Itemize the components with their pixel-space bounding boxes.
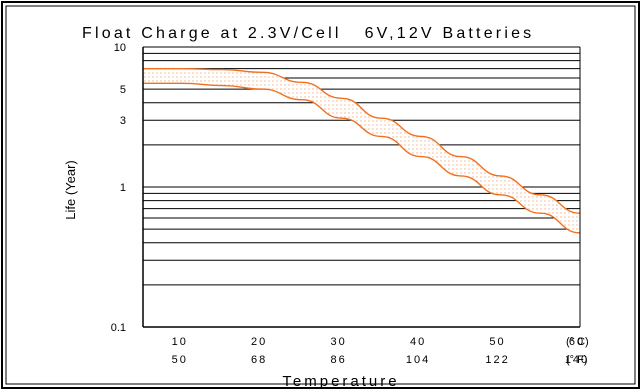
x-tick-label-f: 68 — [251, 354, 267, 366]
y-tick-label: 10 — [114, 42, 126, 54]
y-tick-label: 1 — [120, 182, 126, 194]
band-upper-line — [142, 67, 581, 214]
x-tick-label-c: 60 — [569, 336, 585, 348]
x-tick-label-f: 86 — [331, 354, 347, 366]
x-tick-label-c: 50 — [489, 336, 505, 348]
band-lower-line — [142, 82, 581, 234]
tick-labels: 10 5 3 1 0.1 10 50 20 68 30 86 40 104 50 122 60 140 (° C)… — [111, 42, 589, 366]
y-tick-label: 0.1 — [111, 322, 126, 334]
y-tick-label: 5 — [120, 84, 126, 96]
life-band — [142, 67, 581, 234]
x-tick-label-f: 122 — [485, 354, 509, 366]
x-tick-label-f: 140 — [565, 354, 589, 366]
y-tick-label: 3 — [120, 115, 126, 127]
x-tick-label-c: 30 — [331, 336, 347, 348]
axis-layer — [142, 47, 581, 328]
x-tick-label-c: 20 — [251, 336, 267, 348]
x-tick-label-f: 50 — [172, 354, 188, 366]
y-axis-label: Life (Year) — [63, 160, 78, 220]
chart-title: Float Charge at 2.3V/Cell 6V,12V Batteri… — [82, 25, 534, 42]
unit-c-label: (° C) — [566, 336, 589, 348]
unit-f-label: (° F) — [566, 354, 588, 366]
inner-border — [5, 5, 636, 385]
x-tick-label-c: 10 — [172, 336, 188, 348]
x-tick-label-f: 104 — [406, 354, 430, 366]
x-axis-label: Temperature — [282, 373, 399, 390]
x-tick-label-c: 40 — [410, 336, 426, 348]
